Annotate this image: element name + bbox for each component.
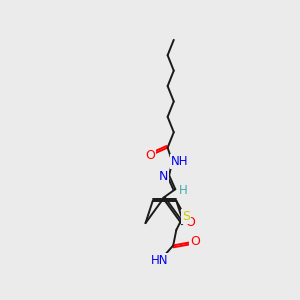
Text: O: O <box>186 216 195 229</box>
Text: NH: NH <box>171 155 189 168</box>
Text: S: S <box>182 210 190 224</box>
Text: HN: HN <box>151 254 168 267</box>
Text: N: N <box>158 170 168 183</box>
Text: H: H <box>178 184 188 197</box>
Text: O: O <box>145 149 155 162</box>
Text: O: O <box>190 235 200 248</box>
